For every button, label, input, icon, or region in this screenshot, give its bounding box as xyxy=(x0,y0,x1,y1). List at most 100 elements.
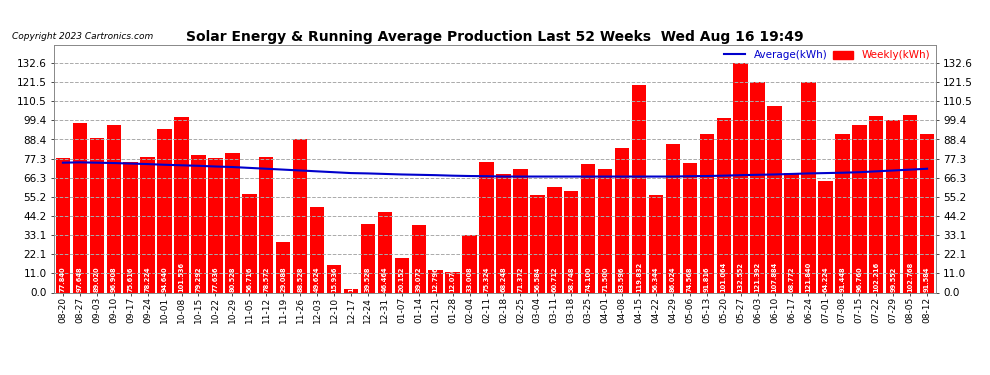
Bar xyxy=(852,125,866,292)
Text: 94.640: 94.640 xyxy=(161,266,167,292)
Text: 119.832: 119.832 xyxy=(636,261,643,292)
Text: 102.768: 102.768 xyxy=(907,261,913,292)
Text: 56.584: 56.584 xyxy=(535,266,541,292)
Bar xyxy=(836,134,849,292)
Bar xyxy=(479,162,494,292)
Bar xyxy=(598,169,613,292)
Bar xyxy=(767,106,782,292)
Text: 12.796: 12.796 xyxy=(433,266,439,292)
Text: 101.536: 101.536 xyxy=(178,261,184,292)
Text: 12.076: 12.076 xyxy=(449,266,455,292)
Text: 15.936: 15.936 xyxy=(331,266,337,292)
Title: Solar Energy & Running Average Production Last 52 Weeks  Wed Aug 16 19:49: Solar Energy & Running Average Productio… xyxy=(186,30,804,44)
Bar xyxy=(462,236,477,292)
Text: 88.528: 88.528 xyxy=(297,266,303,292)
Bar xyxy=(734,63,747,292)
Bar xyxy=(276,242,290,292)
Bar xyxy=(429,270,443,292)
Bar xyxy=(920,134,935,292)
Text: 1.928: 1.928 xyxy=(347,271,354,292)
Bar xyxy=(513,169,528,292)
Text: 39.528: 39.528 xyxy=(365,266,371,292)
Text: 64.224: 64.224 xyxy=(823,266,829,292)
Text: 39.072: 39.072 xyxy=(416,266,422,292)
Bar xyxy=(801,82,816,292)
Text: 86.024: 86.024 xyxy=(670,266,676,292)
Text: 91.448: 91.448 xyxy=(840,266,845,292)
Text: 99.552: 99.552 xyxy=(890,266,896,292)
Bar xyxy=(157,129,172,292)
Text: 68.248: 68.248 xyxy=(501,266,507,292)
Text: 91.584: 91.584 xyxy=(924,266,930,292)
Text: 71.372: 71.372 xyxy=(518,266,524,292)
Text: 97.648: 97.648 xyxy=(77,266,83,292)
Bar xyxy=(243,194,256,292)
Text: 83.596: 83.596 xyxy=(619,266,625,292)
Text: 96.908: 96.908 xyxy=(111,266,117,292)
Text: 33.008: 33.008 xyxy=(466,266,472,292)
Text: 74.568: 74.568 xyxy=(687,266,693,292)
Bar xyxy=(903,115,918,292)
Text: 56.716: 56.716 xyxy=(247,266,252,292)
Text: 96.760: 96.760 xyxy=(856,266,862,292)
Bar xyxy=(377,212,392,292)
Text: 58.748: 58.748 xyxy=(568,266,574,292)
Bar xyxy=(717,118,731,292)
Text: 132.552: 132.552 xyxy=(738,262,743,292)
Bar xyxy=(784,174,799,292)
Bar xyxy=(191,155,206,292)
Text: 29.088: 29.088 xyxy=(280,266,286,292)
Bar xyxy=(72,123,87,292)
Bar xyxy=(665,144,680,292)
Bar xyxy=(225,153,240,292)
Bar xyxy=(700,134,714,292)
Bar xyxy=(615,148,630,292)
Text: 46.464: 46.464 xyxy=(382,266,388,292)
Bar xyxy=(496,174,511,292)
Bar xyxy=(107,125,121,292)
Bar xyxy=(818,182,833,292)
Text: 49.624: 49.624 xyxy=(314,266,320,292)
Bar xyxy=(581,164,595,292)
Bar xyxy=(547,188,561,292)
Bar xyxy=(750,82,765,292)
Bar xyxy=(683,164,697,292)
Text: 20.152: 20.152 xyxy=(399,266,405,292)
Text: 80.528: 80.528 xyxy=(230,266,236,292)
Bar xyxy=(90,138,104,292)
Text: Copyright 2023 Cartronics.com: Copyright 2023 Cartronics.com xyxy=(12,32,153,41)
Text: 68.772: 68.772 xyxy=(788,266,795,292)
Bar xyxy=(208,158,223,292)
Bar xyxy=(360,224,375,292)
Bar xyxy=(412,225,426,292)
Text: 75.616: 75.616 xyxy=(128,266,134,292)
Bar xyxy=(632,85,646,292)
Text: 91.816: 91.816 xyxy=(704,266,710,292)
Text: 77.636: 77.636 xyxy=(213,266,219,292)
Bar xyxy=(869,116,883,292)
Bar xyxy=(564,191,578,292)
Bar xyxy=(395,258,409,292)
Bar xyxy=(310,207,325,292)
Text: 75.324: 75.324 xyxy=(483,266,489,292)
Text: 121.840: 121.840 xyxy=(806,261,812,292)
Bar xyxy=(446,272,459,292)
Text: 121.392: 121.392 xyxy=(754,261,760,292)
Bar xyxy=(141,157,154,292)
Text: 78.572: 78.572 xyxy=(263,266,269,292)
Bar xyxy=(293,139,307,292)
Text: 60.712: 60.712 xyxy=(551,266,557,292)
Text: 102.216: 102.216 xyxy=(873,261,879,292)
Bar xyxy=(327,265,342,292)
Text: 89.020: 89.020 xyxy=(94,266,100,292)
Bar xyxy=(886,120,900,292)
Text: 71.500: 71.500 xyxy=(602,266,608,292)
Text: 107.884: 107.884 xyxy=(771,261,777,292)
Text: 77.840: 77.840 xyxy=(60,266,66,292)
Bar xyxy=(648,195,663,292)
Text: 74.100: 74.100 xyxy=(585,266,591,292)
Legend: Average(kWh), Weekly(kWh): Average(kWh), Weekly(kWh) xyxy=(725,50,931,60)
Text: 79.292: 79.292 xyxy=(195,266,202,292)
Text: 56.344: 56.344 xyxy=(653,266,659,292)
Bar xyxy=(344,289,358,292)
